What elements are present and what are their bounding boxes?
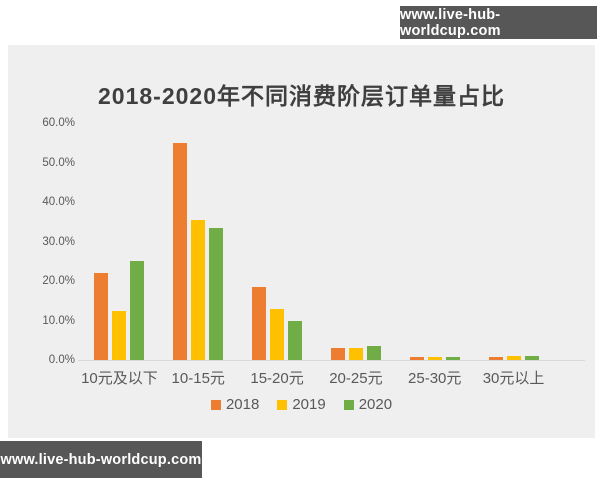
legend-label: 2019 xyxy=(292,396,326,413)
bar-2018 xyxy=(94,273,109,360)
x-axis-label: 15-20元 xyxy=(250,370,304,387)
bar-2018 xyxy=(252,286,267,360)
bar-2020 xyxy=(209,227,224,360)
plot-area xyxy=(80,123,553,360)
watermark-bottom-label: www.live-hub-worldcup.com xyxy=(0,451,202,468)
bar-2020 xyxy=(366,346,381,360)
y-tick-label: 10.0% xyxy=(42,314,75,327)
legend-swatch-icon xyxy=(277,399,288,410)
watermark-top: www.live-hub-worldcup.com xyxy=(400,6,597,39)
x-axis-label: 10元及以下 xyxy=(81,370,158,387)
bar-2019 xyxy=(270,308,285,360)
bar-2019 xyxy=(191,219,206,360)
bar-2018 xyxy=(173,142,188,360)
watermark-top-label: www.live-hub-worldcup.com xyxy=(400,6,501,39)
y-tick-label: 40.0% xyxy=(42,196,75,208)
bar-2020 xyxy=(524,356,539,360)
bar-2018 xyxy=(409,356,424,360)
legend-label: 2018 xyxy=(225,396,260,413)
bar-group-6 xyxy=(488,123,539,360)
bar-2018 xyxy=(330,348,345,360)
bar-group-1 xyxy=(94,123,145,360)
bar-2020 xyxy=(288,320,303,360)
legend-item-2020: 2020 xyxy=(343,396,393,413)
legend-swatch-icon xyxy=(210,399,221,410)
legend-item-2018: 2018 xyxy=(210,396,260,413)
bar-2019 xyxy=(506,356,521,360)
y-tick-label: 50.0% xyxy=(42,156,75,169)
legend-swatch-icon xyxy=(343,399,354,410)
legend-label: 2020 xyxy=(358,396,393,413)
x-axis-label: 30元以上 xyxy=(482,370,545,387)
bar-2020 xyxy=(130,261,145,360)
chart-panel: 2018-2020年不同消费阶层订单量占比 60.0% 50.0% 40.0% 30.… xyxy=(8,45,595,438)
y-tick-label: 30.0% xyxy=(42,235,75,248)
bar-group-2 xyxy=(173,123,224,360)
bar-group-3 xyxy=(252,123,303,360)
bar-2019 xyxy=(112,310,127,360)
chart-title: 2018-2020年不同消费阶层订单量占比 xyxy=(98,83,505,109)
bar-group-5 xyxy=(409,123,460,360)
x-axis-line xyxy=(78,360,585,361)
y-tick-label: 60.0% xyxy=(42,117,75,129)
y-tick-label: 20.0% xyxy=(42,275,75,287)
bar-group-4 xyxy=(330,123,381,360)
y-tick-label: 0.0% xyxy=(48,354,75,366)
legend-item-2019: 2019 xyxy=(277,396,326,413)
bar-2018 xyxy=(488,357,503,360)
watermark-bottom: www.live-hub-worldcup.com xyxy=(0,441,202,478)
bar-2019 xyxy=(427,356,442,360)
x-axis-label: 20-25元 xyxy=(329,370,383,387)
x-axis-label: 25-30元 xyxy=(408,370,462,387)
bar-2020 xyxy=(445,357,460,360)
bar-2019 xyxy=(348,348,363,360)
y-axis: 60.0% 50.0% 40.0% 30.0% 20.0% 10.0% 0.0% xyxy=(8,117,75,366)
x-axis-label: 10-15元 xyxy=(171,370,225,387)
x-axis: 10元及以下 10-15元 15-20元 20-25元 25-30元 30元以上 xyxy=(80,367,553,388)
legend: 2018 2019 2020 xyxy=(8,396,595,413)
